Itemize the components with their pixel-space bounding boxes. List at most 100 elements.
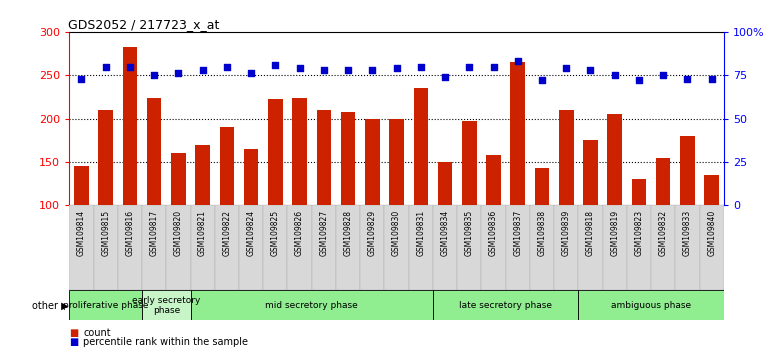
Point (293, 65, 306, 71)
Bar (190, 290, 433, 320)
Bar (506, 205, 530, 290)
Bar (239, 205, 263, 290)
Bar (627, 205, 651, 290)
Bar (554, 205, 578, 290)
Bar (360, 205, 384, 290)
Bar (142, 290, 190, 320)
Bar (603, 205, 627, 290)
Text: GSM109816: GSM109816 (126, 210, 135, 256)
Text: proliferative phase: proliferative phase (63, 301, 149, 310)
Text: GSM109839: GSM109839 (562, 210, 571, 256)
Point (414, 64, 427, 69)
Bar (583, 140, 598, 205)
Text: other ▶: other ▶ (32, 300, 69, 310)
Text: GSM109821: GSM109821 (198, 210, 207, 256)
Text: GSM109822: GSM109822 (223, 210, 231, 256)
Point (245, 71, 257, 76)
Bar (530, 205, 554, 290)
Point (75, 76, 88, 81)
Point (99, 64, 112, 69)
Bar (341, 112, 355, 205)
Bar (93, 205, 118, 290)
Point (584, 67, 597, 73)
Text: GSM109833: GSM109833 (683, 210, 692, 256)
Text: GSM109825: GSM109825 (271, 210, 280, 256)
Bar (190, 205, 215, 290)
Point (633, 78, 645, 83)
Text: GSM109826: GSM109826 (295, 210, 304, 256)
Point (487, 64, 500, 69)
Bar (118, 205, 142, 290)
Point (318, 67, 330, 73)
Point (705, 76, 718, 81)
Text: ■: ■ (69, 337, 79, 347)
Bar (171, 153, 186, 205)
Bar (457, 205, 481, 290)
Bar (166, 205, 190, 290)
Text: GDS2052 / 217723_x_at: GDS2052 / 217723_x_at (68, 18, 219, 31)
Point (148, 73, 160, 78)
Point (536, 78, 548, 83)
Text: GSM109824: GSM109824 (246, 210, 256, 256)
Bar (196, 144, 210, 205)
Point (439, 74, 451, 80)
Text: GSM109820: GSM109820 (174, 210, 183, 256)
Bar (69, 205, 93, 290)
Bar (608, 114, 622, 205)
Bar (316, 110, 331, 205)
Point (124, 64, 136, 69)
Bar (433, 205, 457, 290)
Text: GSM109830: GSM109830 (392, 210, 401, 256)
Bar (69, 290, 142, 320)
Point (681, 76, 694, 81)
Text: ■: ■ (69, 328, 79, 338)
Bar (534, 168, 549, 205)
Text: GSM109831: GSM109831 (417, 210, 425, 256)
Point (608, 73, 621, 78)
Bar (700, 205, 724, 290)
Text: GSM109817: GSM109817 (149, 210, 159, 256)
Text: ambiguous phase: ambiguous phase (611, 301, 691, 310)
Bar (413, 88, 428, 205)
Bar (99, 110, 113, 205)
Text: percentile rank within the sample: percentile rank within the sample (83, 337, 248, 347)
Point (342, 67, 354, 73)
Bar (365, 119, 380, 205)
Text: GSM109834: GSM109834 (440, 210, 450, 256)
Text: late secretory phase: late secretory phase (459, 301, 552, 310)
Text: early secretory
phase: early secretory phase (132, 296, 200, 315)
Bar (122, 47, 137, 205)
Bar (147, 98, 162, 205)
Bar (312, 205, 336, 290)
Point (511, 58, 524, 64)
Bar (219, 127, 234, 205)
Bar (680, 136, 695, 205)
Bar (481, 205, 506, 290)
Point (221, 64, 233, 69)
Text: GSM109815: GSM109815 (101, 210, 110, 256)
Text: GSM109828: GSM109828 (343, 210, 353, 256)
Bar (215, 205, 239, 290)
Bar (263, 205, 287, 290)
Text: GSM109814: GSM109814 (77, 210, 86, 256)
Point (390, 65, 403, 71)
Bar (390, 119, 403, 205)
Text: GSM109835: GSM109835 (465, 210, 474, 256)
Point (657, 73, 669, 78)
Text: GSM109829: GSM109829 (368, 210, 377, 256)
Text: GSM109840: GSM109840 (707, 210, 716, 256)
Bar (651, 205, 675, 290)
Bar (142, 205, 166, 290)
Bar (74, 166, 89, 205)
Bar (438, 162, 452, 205)
Bar (336, 205, 360, 290)
Bar (244, 149, 259, 205)
Bar (384, 205, 409, 290)
Bar (287, 205, 312, 290)
Text: GSM109838: GSM109838 (537, 210, 547, 256)
Text: GSM109823: GSM109823 (634, 210, 644, 256)
Bar (656, 158, 671, 205)
Point (463, 64, 475, 69)
Text: GSM109818: GSM109818 (586, 210, 595, 256)
Text: GSM109819: GSM109819 (610, 210, 619, 256)
